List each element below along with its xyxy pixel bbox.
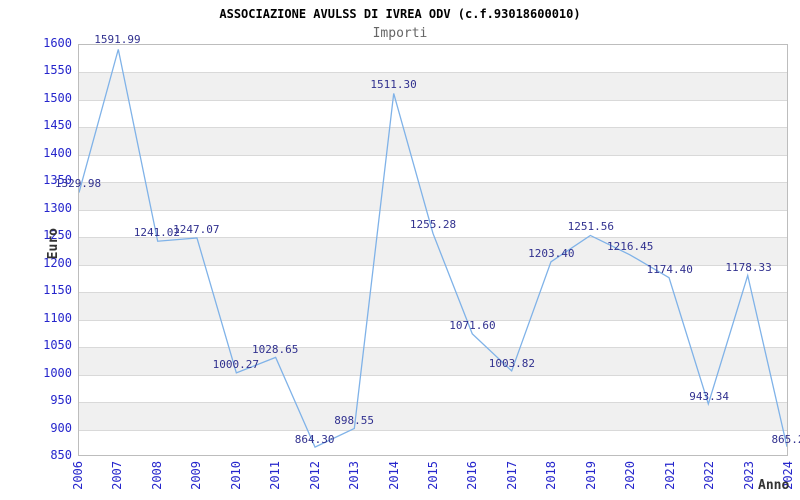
data-point-label: 1241.02 [133, 226, 181, 240]
gridline [79, 154, 787, 156]
y-tick-label: 1250 [43, 228, 72, 243]
x-tick-label: 2018 [544, 461, 559, 490]
data-point-label: 943.34 [689, 389, 729, 403]
gridline [79, 429, 787, 431]
data-point-label: 1178.33 [725, 260, 772, 274]
x-tick-label: 2016 [465, 461, 480, 490]
gridline [79, 292, 787, 294]
data-line [79, 49, 787, 449]
y-tick-label: 950 [50, 393, 72, 408]
y-tick-label: 850 [50, 448, 72, 462]
gridline [79, 127, 787, 129]
x-axis-title: Anno [758, 478, 790, 493]
data-point-label: 1003.82 [488, 356, 536, 370]
data-point-label: 1216.45 [607, 239, 654, 253]
y-tick-label: 1050 [43, 338, 72, 353]
chart-subtitle: Importi [372, 26, 428, 41]
data-point-label: 1000.27 [212, 358, 259, 372]
stripe-band [79, 237, 787, 265]
data-point-label: 1174.40 [646, 262, 693, 276]
x-tick-label: 2011 [268, 461, 283, 490]
x-tick-label: 2006 [71, 461, 85, 490]
gridline [79, 374, 787, 376]
gridline [79, 182, 787, 184]
gridline [79, 347, 787, 349]
y-tick-label: 1150 [43, 283, 72, 298]
y-tick-label: 1100 [43, 310, 72, 325]
y-tick-label: 1300 [43, 200, 72, 215]
y-tick-label: 1200 [43, 255, 72, 270]
data-point-label: 1329.98 [54, 177, 102, 191]
y-tick-label: 1400 [43, 145, 72, 160]
stripe-band [79, 72, 787, 100]
x-tick-label: 2015 [426, 461, 440, 490]
x-tick-label: 2013 [347, 461, 362, 490]
y-axis-title: Euro [46, 228, 61, 260]
data-point-label: 1511.30 [370, 77, 417, 91]
data-point-label: 1251.56 [567, 220, 614, 234]
x-tick-label: 2020 [623, 461, 638, 490]
gridline [79, 72, 787, 74]
y-tick-label: 1500 [43, 90, 72, 105]
stripe-band [79, 127, 787, 155]
x-tick-label: 2021 [662, 461, 677, 490]
x-tick-label: 2010 [228, 461, 243, 490]
x-tick-label: 2012 [307, 461, 322, 490]
x-tick-label: 2017 [504, 461, 519, 490]
data-point-label: 1203.40 [528, 246, 575, 260]
x-tick-label: 2022 [702, 461, 717, 490]
plot-area [78, 44, 788, 456]
data-point-label: 1591.99 [94, 33, 141, 47]
x-tick-label: 2014 [386, 461, 401, 490]
y-tick-label: 1550 [43, 63, 72, 78]
gridline [79, 264, 787, 266]
line-series [79, 49, 787, 449]
data-point-label: 1071.60 [449, 319, 496, 333]
data-point-label: 1028.65 [252, 342, 299, 356]
x-tick-label: 2023 [741, 461, 756, 490]
data-point-label: 1247.07 [173, 222, 220, 236]
x-tick-label: 2007 [110, 461, 125, 490]
y-tick-label: 1000 [43, 365, 72, 380]
stripe-band [79, 402, 787, 430]
data-point-label: 1255.28 [409, 218, 457, 232]
data-point-label: 865.2 [771, 432, 800, 446]
y-tick-label: 1450 [43, 118, 72, 133]
gridline [79, 319, 787, 321]
y-tick-label: 900 [50, 420, 72, 435]
gridline [79, 99, 787, 101]
data-point-label: 898.55 [334, 414, 374, 428]
stripe-band [79, 292, 787, 320]
chart-title: ASSOCIAZIONE AVULSS DI IVREA ODV (c.f.93… [219, 7, 581, 21]
gridline [79, 402, 787, 404]
x-tick-label: 2009 [189, 461, 204, 490]
gridline [79, 209, 787, 211]
y-tick-label: 1350 [43, 173, 72, 188]
x-tick-label: 2008 [149, 461, 164, 490]
y-tick-label: 1600 [43, 36, 72, 50]
stripe-band [79, 182, 787, 210]
data-point-label: 864.30 [294, 433, 335, 447]
gridline [79, 237, 787, 239]
stripe-band [79, 347, 787, 375]
x-tick-label: 2019 [583, 461, 598, 490]
